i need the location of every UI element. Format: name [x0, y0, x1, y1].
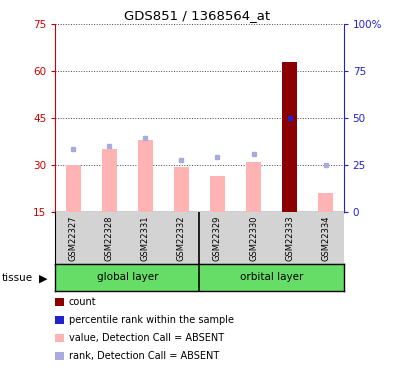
Bar: [102, 149, 117, 212]
Bar: [282, 62, 297, 212]
Text: GSM22334: GSM22334: [321, 215, 330, 261]
Bar: [174, 166, 189, 212]
Text: rank, Detection Call = ABSENT: rank, Detection Call = ABSENT: [69, 351, 219, 361]
Text: GDS851 / 1368564_at: GDS851 / 1368564_at: [124, 9, 271, 22]
Text: global layer: global layer: [97, 273, 158, 282]
Text: GSM22327: GSM22327: [69, 215, 78, 261]
Bar: [246, 162, 261, 212]
Text: count: count: [69, 297, 96, 307]
Text: GSM22333: GSM22333: [285, 215, 294, 261]
Text: orbital layer: orbital layer: [240, 273, 303, 282]
Text: GSM22329: GSM22329: [213, 215, 222, 261]
Text: GSM22328: GSM22328: [105, 215, 114, 261]
Text: percentile rank within the sample: percentile rank within the sample: [69, 315, 234, 325]
Bar: [318, 193, 333, 212]
Text: GSM22330: GSM22330: [249, 215, 258, 261]
Text: GSM22332: GSM22332: [177, 215, 186, 261]
Bar: [210, 176, 225, 212]
Text: GSM22331: GSM22331: [141, 215, 150, 261]
Text: value, Detection Call = ABSENT: value, Detection Call = ABSENT: [69, 333, 224, 343]
Bar: [138, 140, 152, 212]
Text: ▶: ▶: [39, 273, 47, 283]
Bar: [66, 165, 81, 212]
Text: tissue: tissue: [2, 273, 33, 283]
